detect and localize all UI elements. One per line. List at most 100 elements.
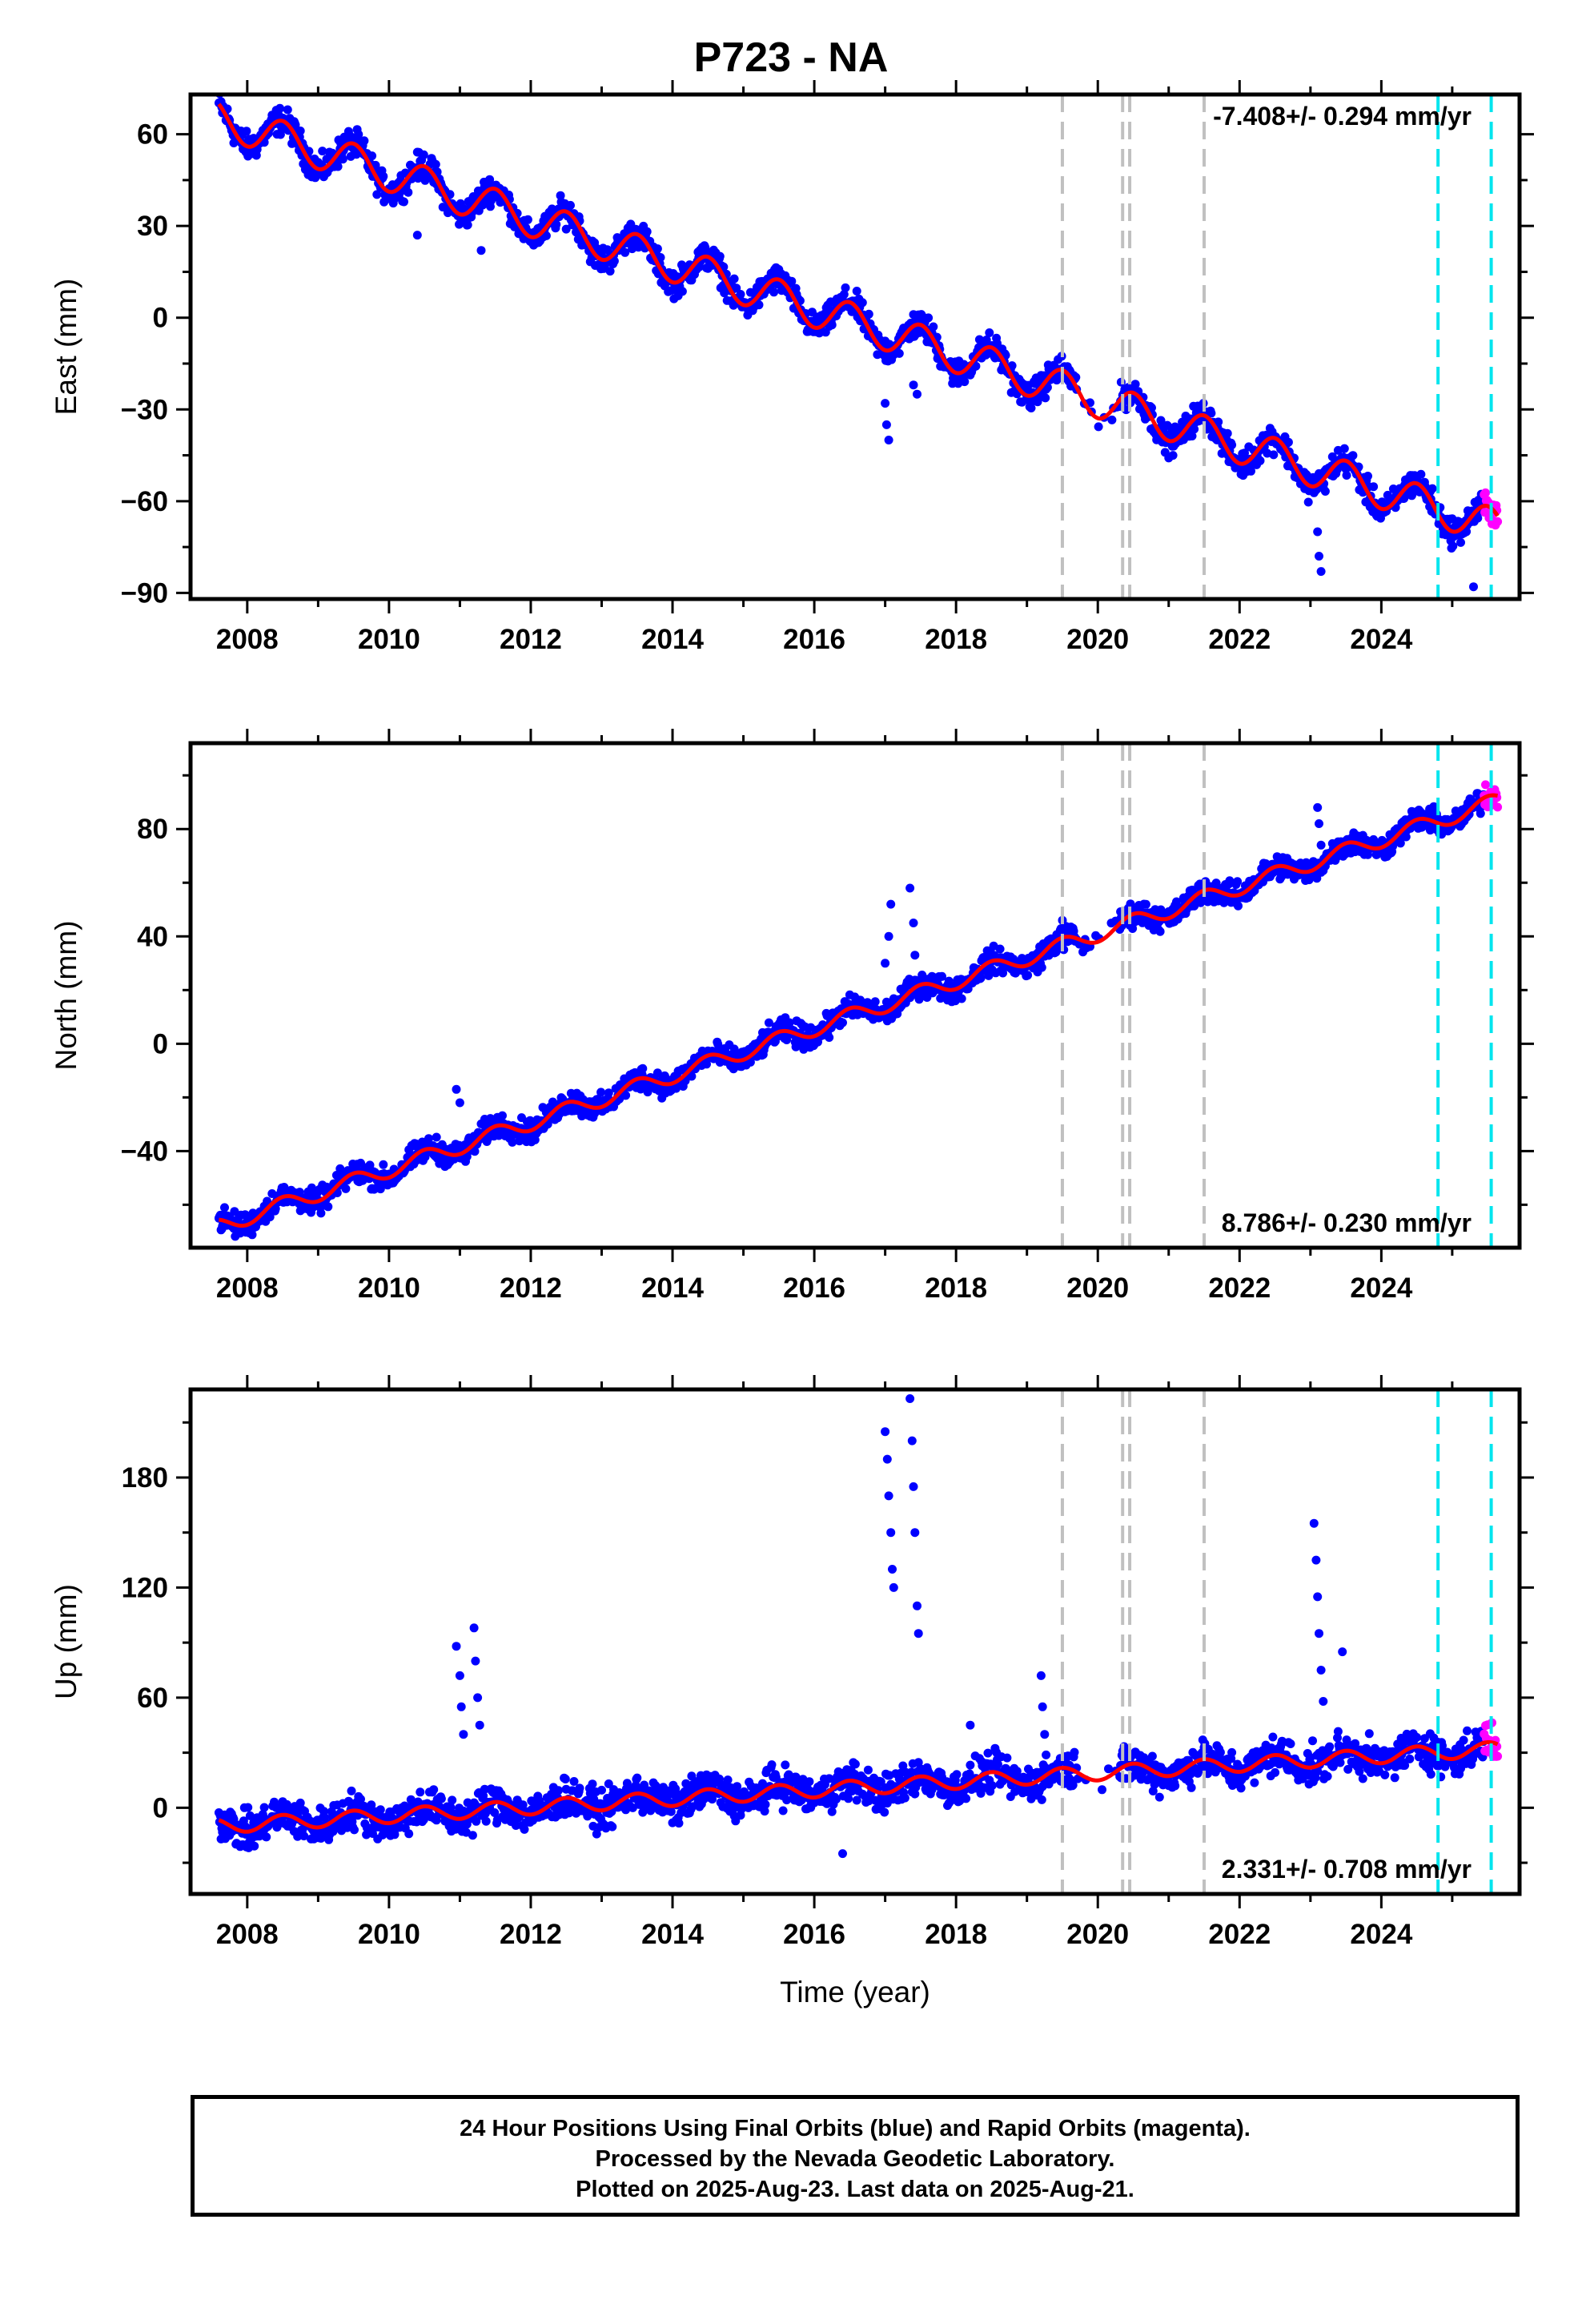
final-orbit-point	[596, 1088, 606, 1097]
final-orbit-point	[1147, 1751, 1157, 1761]
y-tick-label: −90	[121, 577, 168, 609]
final-orbit-point	[729, 274, 739, 283]
final-orbit-point	[957, 994, 966, 1003]
final-orbit-point	[448, 1795, 457, 1805]
final-orbit-point	[987, 1781, 997, 1791]
final-orbit-point	[1130, 380, 1140, 389]
final-orbit-point	[723, 1775, 733, 1785]
final-orbit-point	[674, 1819, 684, 1828]
x-tick-label: 2010	[358, 624, 420, 655]
final-orbit-point	[569, 1777, 579, 1786]
final-orbit-point	[827, 1807, 837, 1816]
x-tick-label: 2018	[925, 624, 987, 655]
y-tick-label: 30	[137, 211, 168, 242]
final-orbit-point	[785, 1018, 794, 1027]
final-orbit-point	[1155, 927, 1165, 936]
outlier-point	[881, 420, 891, 429]
outlier-point	[884, 931, 893, 941]
final-orbit-point	[592, 1829, 601, 1839]
final-orbit-point	[316, 1208, 326, 1218]
final-orbit-point	[1234, 901, 1243, 911]
final-orbit-point	[230, 1207, 239, 1216]
outlier-point	[909, 380, 918, 390]
final-orbit-point	[1214, 417, 1223, 427]
final-orbit-point	[1395, 838, 1405, 848]
final-orbit-point	[350, 1825, 359, 1835]
final-orbit-point	[827, 320, 837, 330]
final-orbit-point	[375, 1805, 385, 1815]
final-orbit-point	[338, 155, 347, 164]
final-orbit-point	[424, 1134, 433, 1144]
final-orbit-point	[333, 162, 343, 171]
final-orbit-point	[781, 1760, 790, 1770]
final-orbit-point	[1168, 451, 1178, 460]
final-orbit-point	[732, 283, 741, 293]
chart-title: P723 - NA	[693, 34, 889, 81]
final-orbit-point	[432, 1815, 441, 1825]
final-orbit-point	[341, 1184, 351, 1193]
final-orbit-point	[295, 1798, 305, 1807]
final-orbit-point	[1363, 472, 1372, 480]
final-orbit-point	[432, 1132, 441, 1142]
outlier-point	[910, 951, 920, 960]
final-orbit-point	[900, 1793, 909, 1803]
final-orbit-point	[299, 1831, 309, 1841]
model-fit-line	[217, 103, 1500, 534]
final-orbit-point	[416, 1787, 425, 1797]
final-orbit-point	[745, 1057, 755, 1067]
final-orbit-point	[1041, 393, 1050, 403]
final-orbit-point	[498, 1111, 507, 1120]
final-orbit-point	[1042, 1750, 1051, 1759]
final-orbit-point	[566, 200, 575, 210]
final-orbit-point	[852, 287, 861, 296]
final-orbit-point	[666, 1807, 676, 1816]
final-orbit-point	[671, 1784, 681, 1794]
final-orbit-point	[275, 103, 285, 113]
final-orbit-point	[404, 187, 413, 197]
final-orbit-point	[1190, 424, 1199, 434]
final-orbit-point	[687, 1072, 697, 1081]
final-orbit-point	[1427, 484, 1437, 493]
final-orbit-point	[560, 1775, 570, 1783]
outlier-point	[412, 231, 422, 240]
final-orbit-point	[638, 1063, 648, 1073]
x-tick-label: 2016	[783, 624, 845, 655]
final-orbit-point	[995, 944, 1005, 954]
final-orbit-point	[463, 220, 472, 230]
final-orbit-point	[400, 197, 408, 207]
final-orbit-point	[367, 151, 377, 161]
final-orbit-point	[962, 1794, 971, 1803]
final-orbit-point	[656, 253, 665, 262]
final-orbit-point	[998, 968, 1008, 978]
final-orbit-point	[1369, 482, 1379, 492]
outlier-point	[913, 389, 921, 399]
y-axis-label: North (mm)	[50, 920, 82, 1070]
final-orbit-point	[508, 1137, 517, 1147]
final-orbit-point	[715, 251, 725, 261]
outlier-point	[476, 246, 486, 255]
final-orbit-point	[556, 191, 565, 200]
final-orbit-point	[511, 1821, 520, 1830]
final-orbit-point	[642, 227, 652, 236]
x-tick-label: 2024	[1350, 1273, 1412, 1304]
final-orbit-point	[1269, 450, 1279, 460]
final-orbit-point	[1476, 809, 1485, 818]
x-tick-label: 2012	[500, 624, 562, 655]
final-orbit-point	[247, 1230, 257, 1240]
final-orbit-point	[652, 1068, 662, 1078]
final-orbit-point	[1303, 497, 1313, 507]
outlier-point	[881, 959, 890, 968]
final-orbit-point	[250, 1841, 259, 1851]
final-orbit-point	[604, 1088, 613, 1098]
final-orbit-point	[952, 1770, 962, 1779]
final-orbit-point	[1037, 1795, 1046, 1804]
final-orbit-point	[1156, 416, 1166, 425]
final-orbit-point	[1094, 422, 1103, 432]
final-orbit-point	[620, 247, 630, 257]
final-orbit-point	[1002, 1753, 1012, 1763]
rapid-orbit-point	[1481, 488, 1490, 497]
final-orbit-point	[857, 298, 867, 308]
final-orbit-point	[863, 1765, 873, 1775]
final-orbit-point	[523, 215, 532, 224]
final-orbit-point	[367, 1800, 376, 1810]
